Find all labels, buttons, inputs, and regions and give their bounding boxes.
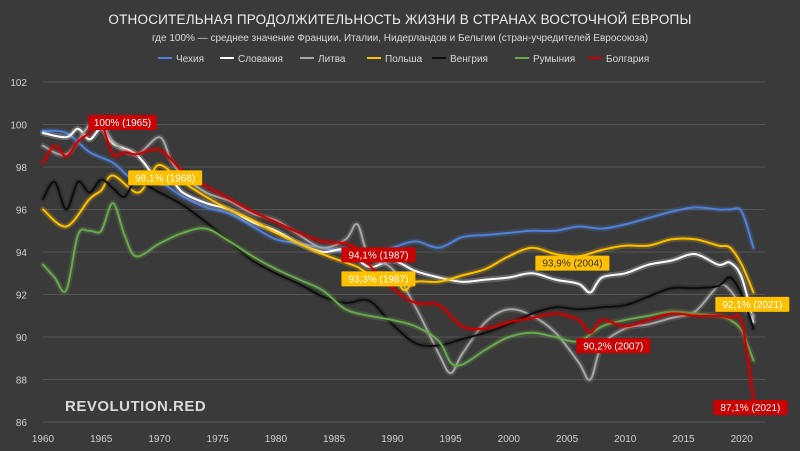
y-tick-label: 96 (16, 206, 28, 217)
data-label-text: 90,2% (2007) (583, 341, 643, 352)
data-label: 92,1% (2021) (715, 296, 790, 312)
legend-item: Венгрия (450, 54, 488, 65)
data-label: 98,1% (1968) (128, 170, 203, 186)
data-label-box (576, 338, 651, 354)
y-tick-label: 92 (16, 291, 28, 302)
x-tick-label: 1970 (148, 434, 171, 445)
annotations: 100% (1965) 98,1% (1968) 94,1% (1987) 93,3%… (88, 115, 790, 416)
data-label-text: 93,9% (2004) (542, 259, 602, 270)
y-tick-label: 88 (16, 376, 28, 387)
y-tick-label: 86 (16, 418, 28, 429)
x-tick-label: 2015 (672, 434, 695, 445)
data-label-text: 92,1% (2021) (722, 300, 782, 311)
data-label-box (715, 296, 790, 312)
x-tick-label: 1960 (32, 434, 55, 445)
y-tick-label: 90 (16, 333, 28, 344)
legend-item: Польша (385, 54, 423, 65)
x-tick-label: 2010 (614, 434, 637, 445)
data-label: 94,1% (1987) (341, 247, 416, 263)
x-tick-label: 2020 (731, 434, 754, 445)
x-tick-label: 1995 (439, 434, 462, 445)
data-label-box (128, 170, 203, 186)
data-label-text: 93,3% (1987) (348, 274, 408, 285)
data-label: 100% (1965) (88, 115, 157, 130)
x-tick-label: 1980 (265, 434, 288, 445)
legend-item: Чехия (176, 54, 204, 65)
series-line-6aa84f (42, 202, 755, 367)
data-label-text: 98,1% (1968) (135, 173, 195, 184)
legend-item: Литва (318, 54, 346, 65)
watermark-logo: REVOLUTION.RED (65, 398, 206, 415)
y-tick-label: 98 (16, 163, 28, 174)
series-line-cc0000 (42, 122, 755, 400)
x-tick-label: 1985 (323, 434, 346, 445)
y-tick-label: 100 (10, 121, 27, 132)
y-tick-label: 102 (10, 78, 27, 89)
legend: Чехия Словакия Литва Польша Венгрия Румыния Бо… (158, 54, 649, 65)
data-label-box (713, 400, 788, 416)
x-tick-label: 2000 (498, 434, 521, 445)
data-label-box (341, 247, 416, 263)
data-label: 87,1% (2021) (713, 400, 788, 416)
legend-item: Словакия (238, 54, 283, 65)
data-label-box (535, 255, 610, 271)
chart-title: ОТНОСИТЕЛЬНАЯ ПРОДОЛЖИТЕЛЬНОСТЬ ЖИЗНИ В … (108, 12, 691, 27)
x-tick-label: 1990 (381, 434, 404, 445)
data-label: 93,9% (2004) (535, 255, 610, 271)
legend-item: Болгария (606, 54, 649, 65)
x-tick-label: 1965 (90, 434, 113, 445)
legend-item: Румыния (533, 54, 575, 65)
data-label: 90,2% (2007) (576, 338, 651, 354)
data-label: 93,3% (1987) (341, 271, 416, 287)
chart-subtitle: где 100% — среднее значение Франции, Ита… (152, 33, 648, 44)
x-tick-label: 2005 (556, 434, 579, 445)
y-tick-label: 94 (16, 248, 28, 259)
data-label-text: 94,1% (1987) (348, 250, 408, 261)
data-label-text: 87,1% (2021) (720, 403, 780, 414)
axis-ticks: 86 88 90 92 94 96 98 100 102 1960 1965 1970 1975 1980… (10, 78, 753, 445)
data-label-text: 100% (1965) (94, 118, 151, 129)
series-line-0d0d0d (42, 178, 755, 348)
x-tick-label: 1975 (207, 434, 230, 445)
data-label-box (341, 271, 416, 287)
data-label-box (88, 115, 157, 130)
